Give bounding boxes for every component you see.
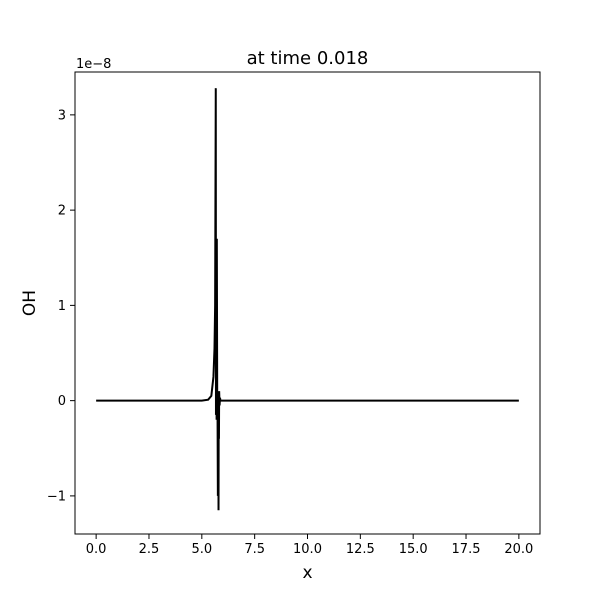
x-tick-label: 20.0 <box>504 542 533 557</box>
y-axis-label: OH <box>20 290 40 316</box>
y-tick-label: 2 <box>58 204 66 219</box>
y-offset-label: 1e−8 <box>76 57 111 72</box>
x-tick-label: 5.0 <box>191 542 212 557</box>
x-tick-label: 12.5 <box>346 542 375 557</box>
x-tick-label: 7.5 <box>244 542 265 557</box>
x-tick-label: 10.0 <box>293 542 322 557</box>
x-tick-label: 17.5 <box>452 542 481 557</box>
x-tick-label: 2.5 <box>139 542 160 557</box>
y-tick-label: −1 <box>47 489 66 504</box>
chart-title: at time 0.018 <box>247 48 369 69</box>
y-tick-label: 0 <box>58 394 66 409</box>
x-axis: 0.0 2.5 5.0 7.5 10.0 12.5 15.0 17.5 20.0 <box>86 534 533 557</box>
x-tick-label: 0.0 <box>86 542 107 557</box>
plot-frame <box>74 71 541 535</box>
x-tick-label: 15.0 <box>399 542 428 557</box>
y-axis: −1 0 1 2 3 <box>47 108 75 504</box>
series-line <box>96 88 519 511</box>
x-axis-label: x <box>302 563 312 583</box>
y-tick-label: 3 <box>58 108 66 123</box>
plot-area <box>96 88 519 511</box>
y-tick-label: 1 <box>58 299 66 314</box>
